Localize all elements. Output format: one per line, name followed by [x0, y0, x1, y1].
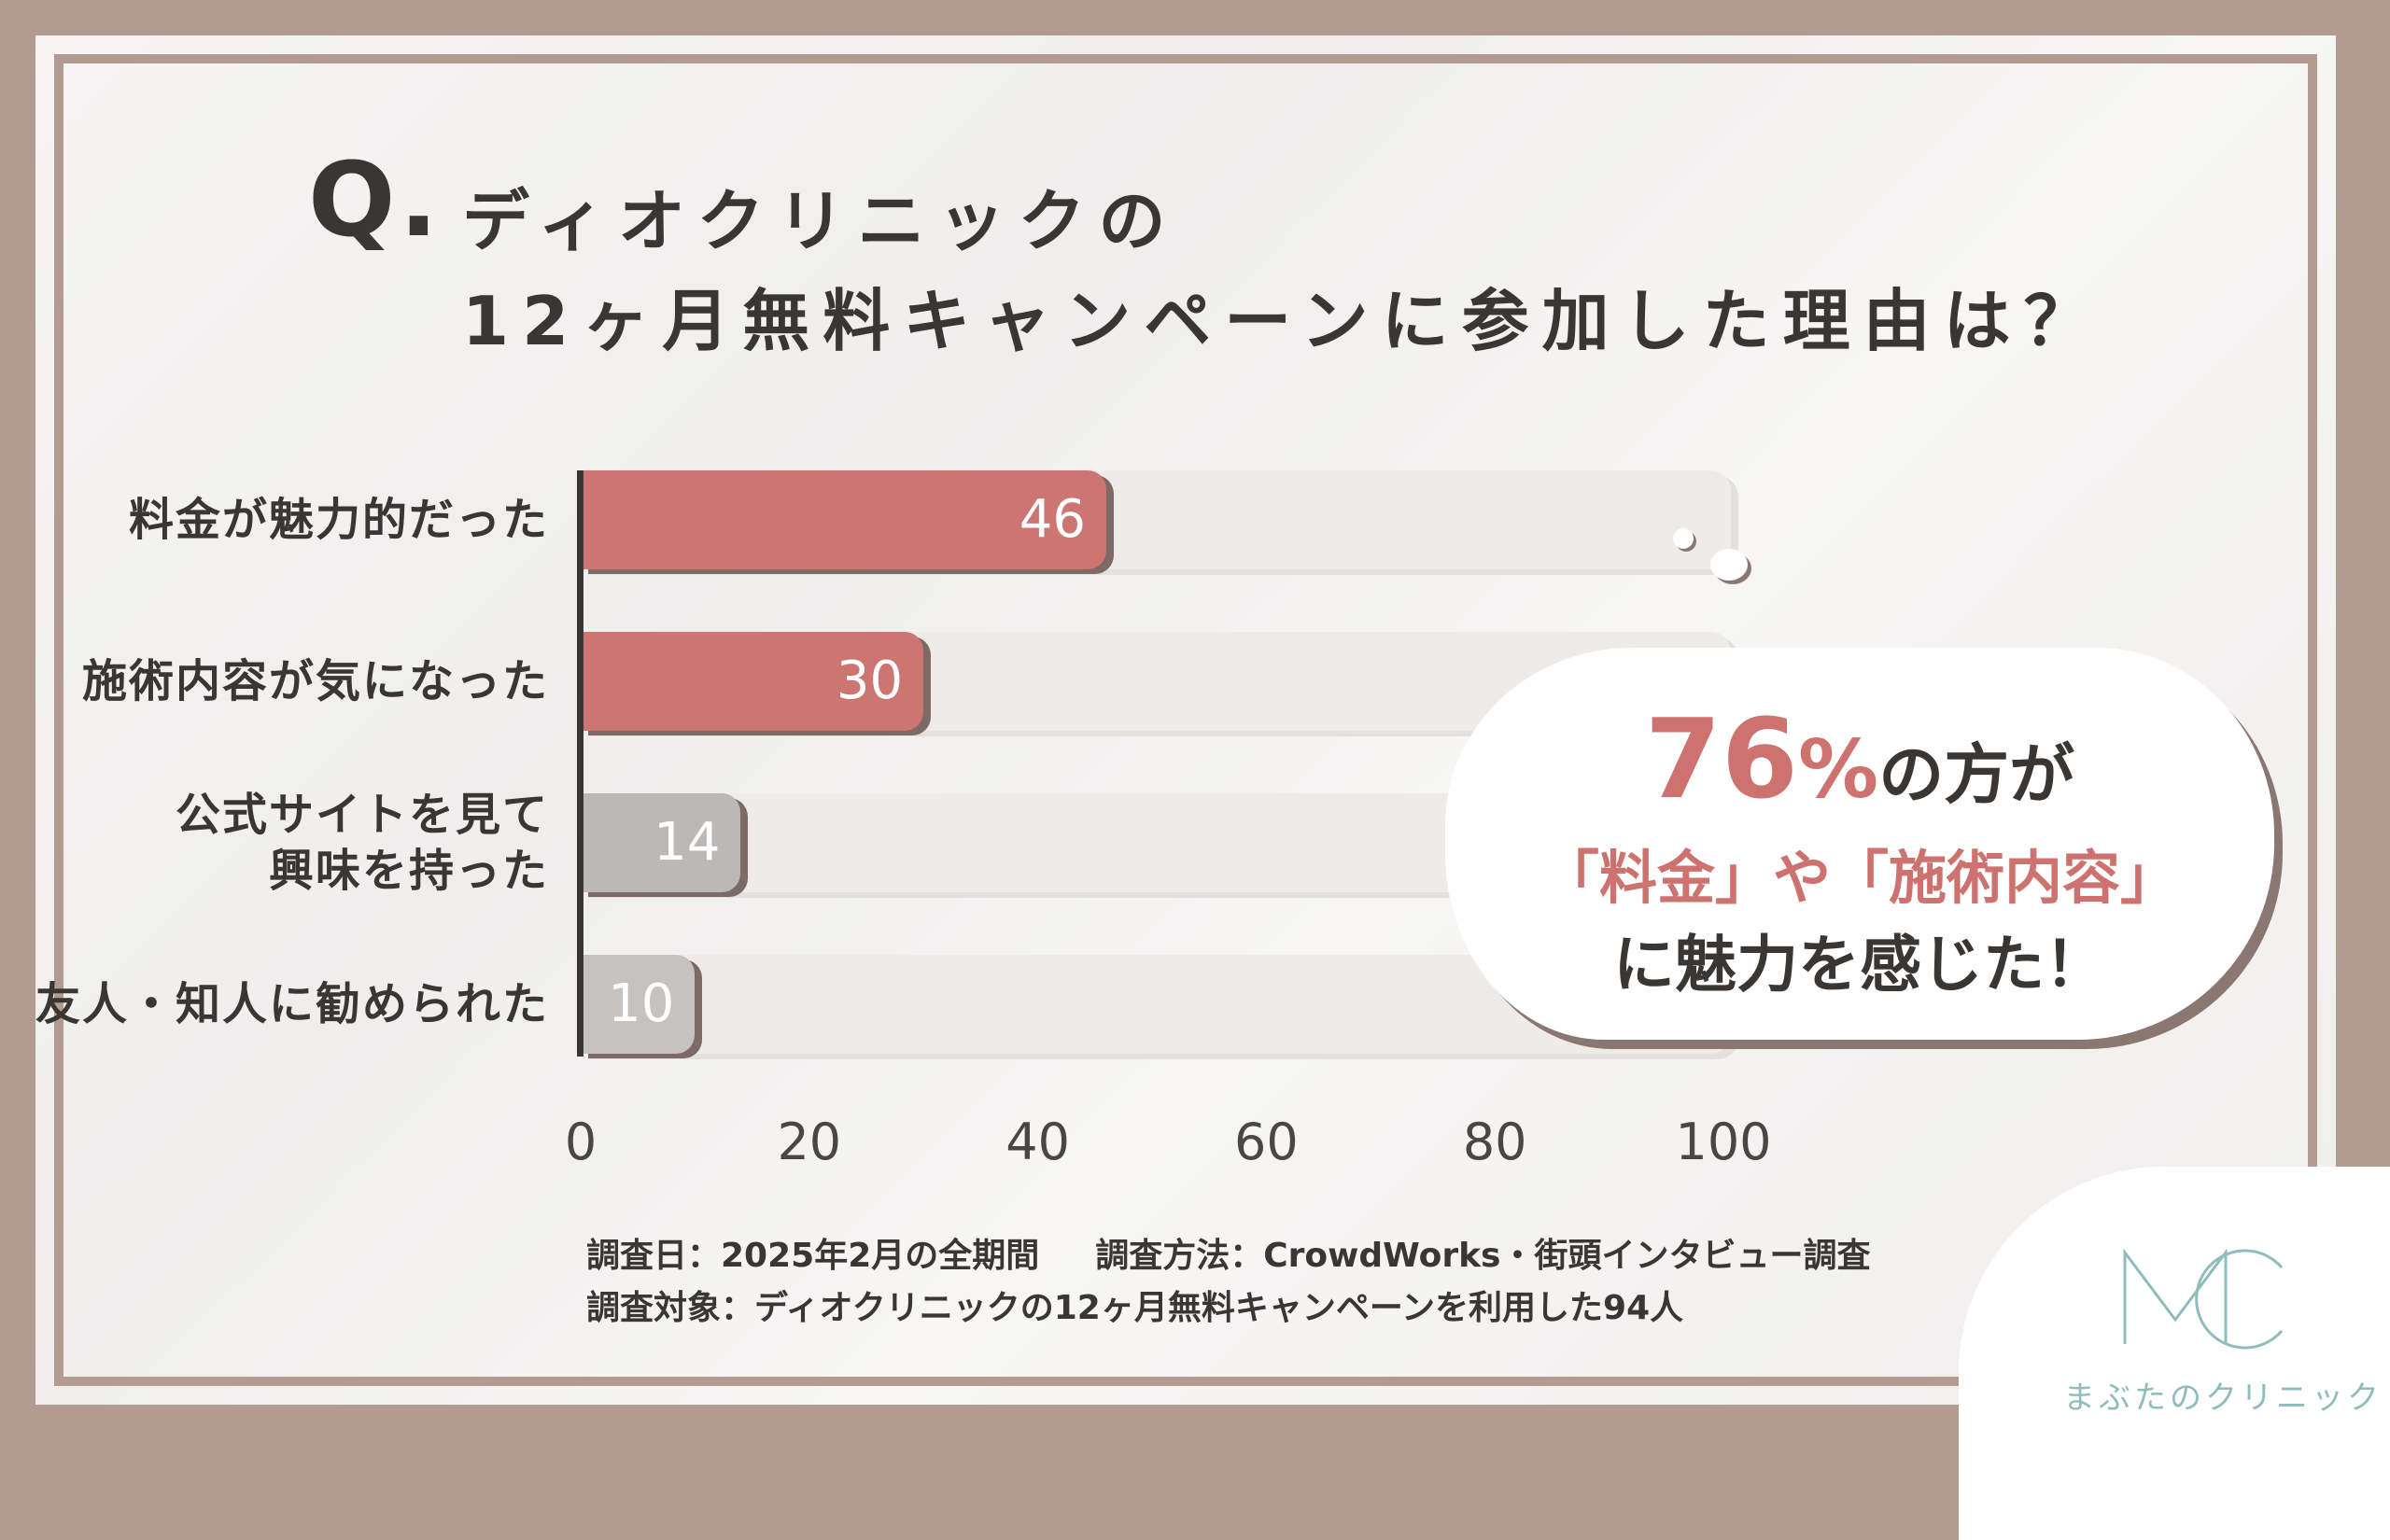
- bar: [581, 632, 924, 731]
- bar-value-label: 10: [608, 973, 675, 1034]
- x-tick-label: 40: [1005, 1113, 1070, 1171]
- bar-value-label: 30: [836, 651, 904, 711]
- question-mark: Q.: [308, 140, 443, 259]
- highlight-bubble: 76%の方が 「料金」や「施術内容」 に魅力を感じた！: [1445, 648, 2274, 1040]
- logo-background: [1959, 1167, 2390, 1540]
- x-tick-label: 80: [1462, 1113, 1527, 1171]
- bubble-tail-dot-large: [1710, 549, 1748, 581]
- card-frame: [54, 54, 2317, 1386]
- category-label: 施術内容が気になった: [81, 655, 549, 707]
- bar: [581, 470, 1107, 569]
- category-label: 料金が魅力的だった: [128, 494, 549, 546]
- question-line-2: 12ヶ月無料キャンペーンに参加した理由は？: [462, 282, 2104, 360]
- survey-target: 調査対象：ディオクリニックの12ヶ月無料キャンペーンを利用した94人: [586, 1289, 1684, 1327]
- survey-date: 調査日：2025年2月の全期間: [586, 1237, 1040, 1275]
- bubble-line-1: 76%の方が: [1445, 694, 2274, 823]
- bar: [581, 955, 696, 1054]
- x-tick-label: 20: [777, 1113, 842, 1171]
- question-line-1: ディオクリニックの: [462, 182, 1179, 260]
- bar: [581, 793, 741, 892]
- x-tick-label: 60: [1234, 1113, 1299, 1171]
- bar-value-label: 14: [654, 812, 721, 873]
- bubble-big-number: 76: [1644, 694, 1799, 823]
- category-label: 友人・知人に勧められた: [35, 978, 549, 1030]
- bubble-line-3: に魅力を感じた！: [1613, 929, 2106, 1001]
- survey-method: 調査方法：CrowdWorks・街頭インタビュー調査: [1095, 1237, 1871, 1275]
- x-tick-label: 100: [1675, 1113, 1772, 1171]
- mc-logo-icon: [2123, 1248, 2284, 1350]
- logo-text: まぶたのクリニック: [2063, 1379, 2383, 1417]
- bubble-line-2: 「料金」や「施術内容」: [1540, 844, 2178, 912]
- bubble-percent: %: [1798, 723, 1879, 817]
- category-label: 公式サイトを見て 興味を持った: [175, 789, 549, 897]
- x-tick-label: 0: [564, 1113, 598, 1171]
- bubble-tail-dot-small: [1673, 528, 1694, 549]
- survey-note-line-1: 調査日：2025年2月の全期間 調査方法：CrowdWorks・街頭インタビュー調…: [586, 1228, 1870, 1277]
- y-axis-line: [577, 470, 583, 1057]
- bubble-line-1-rest: の方が: [1878, 736, 2075, 813]
- bar-value-label: 46: [1019, 489, 1087, 550]
